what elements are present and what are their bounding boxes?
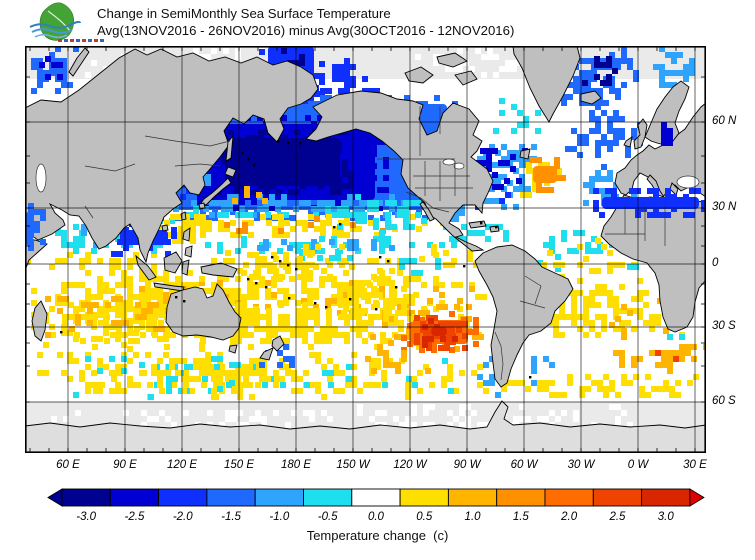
lat-label: 30 N bbox=[712, 201, 737, 213]
landmass-nz-south bbox=[259, 347, 274, 361]
landmass-arctic-island-a bbox=[404, 66, 434, 84]
landmass-hainan bbox=[161, 224, 169, 232]
color-scale: -3.0 -2.5 -2.0 -1.5 -1.0 -0.5 0.0 0.5 1.0 1.5 2.0 2… bbox=[47, 488, 705, 523]
logo-caption bbox=[58, 39, 108, 45]
landmass-java bbox=[153, 282, 185, 292]
lon-label: 120 E bbox=[166, 459, 198, 471]
lon-label: 30 E bbox=[683, 459, 707, 471]
landmass-mindanao bbox=[184, 245, 193, 258]
lon-label: 60 W bbox=[510, 459, 538, 471]
landmass-antarctica bbox=[25, 400, 706, 453]
landmass-tasmania bbox=[228, 344, 238, 354]
landmass-nz-north bbox=[271, 335, 285, 352]
colorbar-tick-label: -1.0 bbox=[269, 511, 289, 523]
landmass-newfoundland bbox=[519, 148, 531, 160]
map-area: 60 N 30 N 0 30 S 60 S 60 E 90 E 120 E 150 E 180 E… bbox=[25, 46, 737, 471]
colorbar-tick-label: -2.5 bbox=[125, 511, 145, 523]
lon-label: 150 W bbox=[336, 459, 370, 471]
lat-label: 30 S bbox=[712, 320, 736, 332]
lon-label: 180 E bbox=[280, 459, 312, 471]
lon-label: 90 E bbox=[113, 459, 137, 471]
color-scale-caption: Temperature change (c) bbox=[306, 528, 449, 543]
colorbar-tick-label: -0.5 bbox=[318, 511, 338, 523]
lat-label: 60 S bbox=[712, 395, 736, 407]
landmass-hispaniola bbox=[489, 225, 500, 233]
plot-titles: Change in SemiMonthly Sea Surface Temper… bbox=[97, 5, 514, 39]
lon-label: 120 W bbox=[393, 459, 427, 471]
world-map bbox=[25, 46, 707, 453]
lon-label: 150 E bbox=[223, 459, 255, 471]
colorbar-tick-label: 0.5 bbox=[416, 511, 433, 523]
landmass-sakhalin bbox=[225, 134, 234, 162]
landmass-eurasia bbox=[25, 48, 319, 264]
landmass-arctic-island-b bbox=[436, 52, 468, 68]
title-line-1: Change in SemiMonthly Sea Surface Temper… bbox=[97, 6, 391, 21]
colorbar-tick-label: 3.0 bbox=[658, 511, 675, 523]
landmass-borneo bbox=[163, 251, 183, 274]
landmass-novaya-zemlya bbox=[68, 47, 90, 77]
colorbar-tick-label: 0.0 bbox=[368, 511, 385, 523]
colorbar-tick-label: -3.0 bbox=[76, 511, 96, 523]
landmass-madagascar bbox=[31, 300, 48, 342]
colorbar-tick-label: 2.5 bbox=[608, 511, 626, 523]
landmass-australia bbox=[165, 283, 242, 341]
landmass-ireland bbox=[623, 136, 633, 148]
colorbar-tick-label: 1.5 bbox=[513, 511, 530, 523]
landmass-greenland bbox=[512, 46, 581, 123]
landmass-italy bbox=[646, 174, 666, 198]
landmass-new-guinea bbox=[200, 262, 238, 278]
landmass-arctic-island-c bbox=[454, 70, 478, 86]
colorbar-tick-label: 2.0 bbox=[560, 511, 578, 523]
lon-label: 90 W bbox=[453, 459, 481, 471]
landmass-britain bbox=[633, 118, 648, 150]
colorbar-tick-label: 1.0 bbox=[465, 511, 482, 523]
landmass-baja bbox=[419, 201, 435, 222]
lon-label: 0 W bbox=[627, 459, 649, 471]
lat-label: 0 bbox=[712, 257, 719, 269]
lon-label: 60 E bbox=[56, 459, 80, 471]
title-line-2: Avg(13NOV2016 - 26NOV2016) minus Avg(30O… bbox=[97, 23, 515, 38]
lon-label: 30 W bbox=[567, 459, 595, 471]
lat-label: 60 N bbox=[712, 115, 737, 127]
colorbar-tick-label: -2.0 bbox=[173, 511, 193, 523]
colorbar-tick-label: -1.5 bbox=[221, 511, 241, 523]
leaf-waves-logo-icon bbox=[29, 2, 81, 41]
agency-logo bbox=[28, 1, 104, 45]
landmass-hokkaido bbox=[224, 166, 237, 178]
landmass-luzon bbox=[182, 227, 191, 242]
